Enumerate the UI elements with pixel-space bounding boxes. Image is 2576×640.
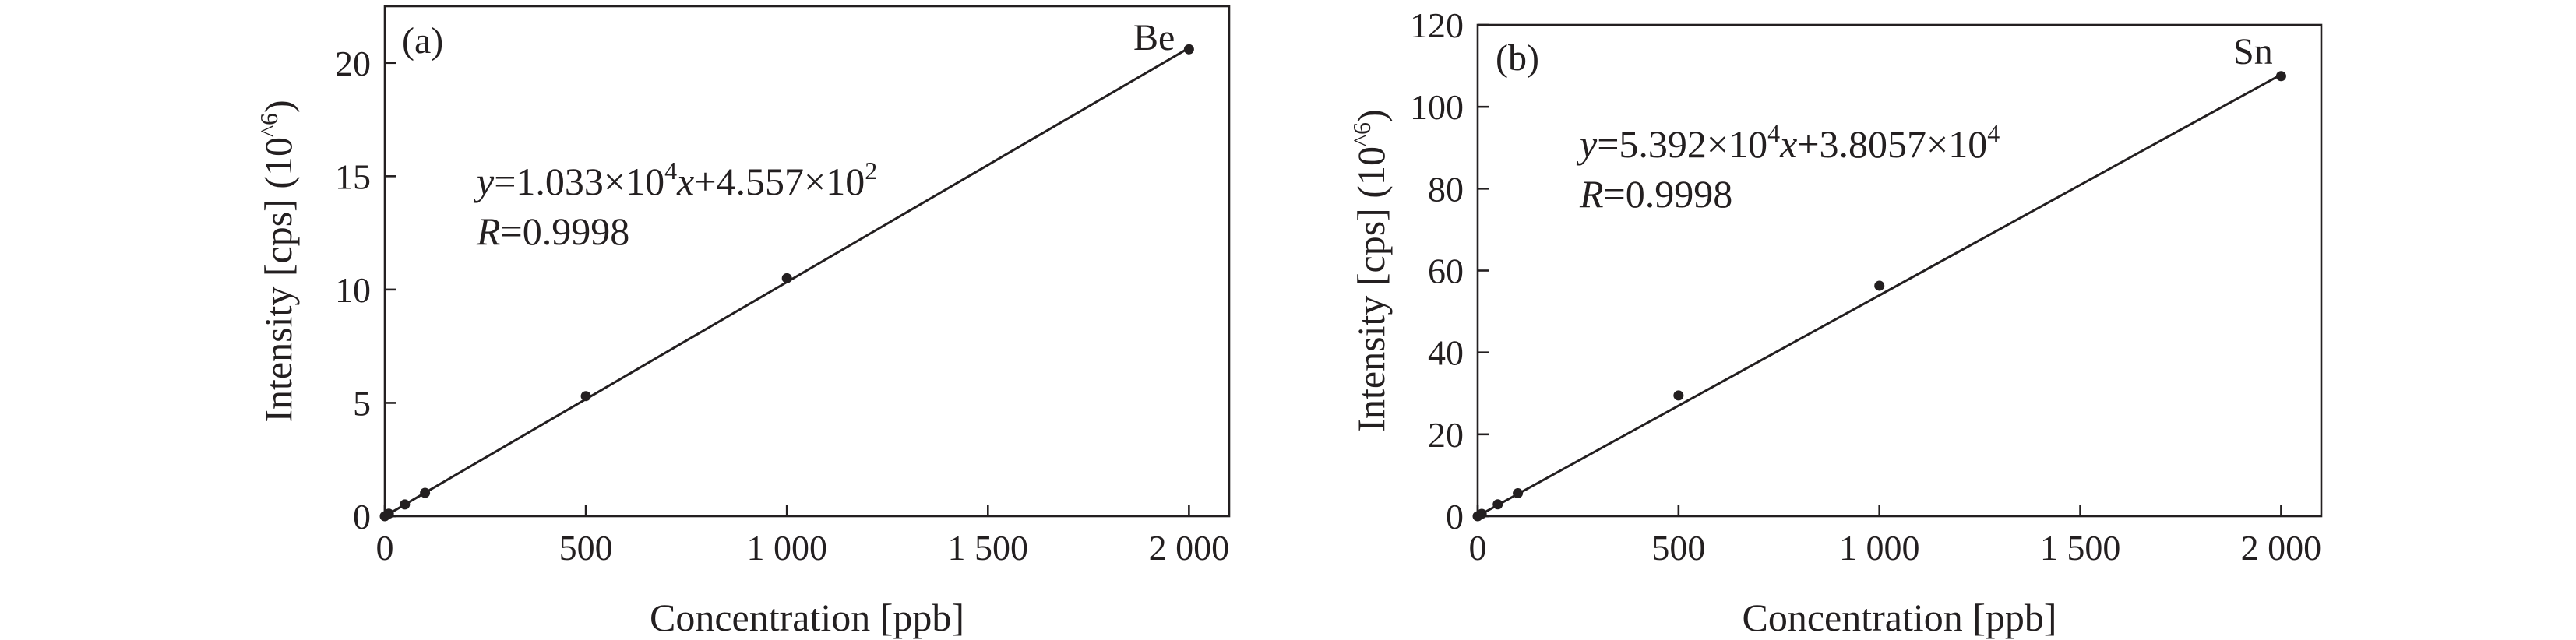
y-axis-title-exponent: ^6 [255, 113, 283, 137]
y-tick-label: 40 [1428, 333, 1464, 373]
y-axis-title-main: Intensity [cps] (10 [256, 137, 300, 423]
data-group [1472, 71, 2286, 522]
eq-x-var: x [1779, 122, 1797, 166]
eq-r-var: R [476, 209, 501, 253]
panel-label: (b) [1496, 37, 1539, 79]
correlation-coefficient: R=0.9998 [1579, 172, 1732, 216]
x-tick-label: 1 000 [1839, 528, 1920, 568]
y-axis-title-main: Intensity [cps] (10 [1349, 146, 1393, 432]
data-point [1513, 488, 1524, 499]
data-group [379, 44, 1194, 522]
y-tick-label: 20 [1428, 415, 1464, 455]
y-tick-label: 0 [1446, 497, 1464, 536]
x-tick-label: 500 [1651, 528, 1705, 568]
x-tick-label: 1 500 [948, 528, 1029, 568]
y-tick-label: 100 [1410, 87, 1464, 127]
fit-equation: y=5.392×104x+3.8057×104 [1576, 119, 2000, 166]
x-axis-title: Concentration [ppb] [650, 596, 964, 639]
eq-intercept: +3.8057×10 [1797, 122, 1987, 166]
eq-r-var: R [1579, 172, 1604, 216]
data-point [400, 499, 411, 510]
data-point [1476, 508, 1487, 519]
data-point [1183, 44, 1194, 55]
y-tick-label: 0 [353, 497, 371, 536]
x-tick-label: 1 000 [746, 528, 827, 568]
eq-intercept: +4.557×10 [694, 160, 865, 203]
eq-r-value: =0.9998 [501, 209, 630, 253]
eq-intercept-exponent: 4 [1987, 119, 2000, 147]
tick-group: 0 500 1 000 1 500 2 000 0 5 10 15 20 [335, 44, 1229, 568]
y-axis-title-exponent: ^6 [1348, 122, 1376, 146]
y-tick-label: 15 [335, 156, 371, 196]
y-tick-label: 120 [1410, 5, 1464, 45]
eq-y-var: y [473, 160, 495, 203]
fit-line [1477, 73, 2282, 518]
x-tick-label: 500 [559, 528, 613, 568]
plot-frame [383, 5, 1231, 518]
y-axis-title: Intensity [cps] (10^6) [255, 100, 300, 422]
y-axis-title-end: ) [1349, 109, 1393, 122]
eq-slope: =1.033×10 [494, 160, 664, 203]
eq-slope-exponent: 4 [664, 156, 677, 185]
x-tick-label: 1 500 [2040, 528, 2121, 568]
eq-slope-exponent: 4 [1767, 119, 1780, 147]
data-point [383, 508, 394, 519]
y-tick-label: 80 [1428, 169, 1464, 209]
data-point [781, 273, 792, 283]
panel-label: (a) [402, 20, 443, 62]
data-point [1492, 499, 1503, 510]
data-point [420, 487, 431, 498]
y-tick-label: 10 [335, 270, 371, 310]
fit-equation: y=1.033×104x+4.557×102 [473, 156, 877, 203]
data-point [2275, 71, 2286, 82]
correlation-coefficient: R=0.9998 [476, 209, 629, 253]
eq-y-var: y [1576, 122, 1598, 166]
x-tick-label: 2 000 [1149, 528, 1230, 568]
eq-r-value: =0.9998 [1604, 172, 1733, 216]
plot-frame [1476, 23, 2323, 518]
x-tick-label: 2 000 [2241, 528, 2322, 568]
y-axis-title: Intensity [cps] (10^6) [1348, 109, 1393, 431]
chart-panel-a: 0 500 1 000 1 500 2 000 0 5 10 15 20 (a) Be y=1.0… [255, 5, 1231, 639]
y-tick-label: 20 [335, 44, 371, 83]
eq-x-var: x [676, 160, 694, 203]
data-point [580, 391, 591, 402]
x-axis-title: Concentration [ppb] [1742, 596, 2056, 639]
element-label: Be [1133, 17, 1175, 58]
eq-slope: =5.392×10 [1597, 122, 1767, 166]
data-point [1874, 280, 1885, 291]
tick-group: 0 500 1 000 1 500 2 000 0 20 40 60 80 100 120 [1410, 5, 2321, 568]
y-tick-label: 5 [353, 383, 371, 423]
y-axis-title-end: ) [256, 100, 300, 113]
data-point [1673, 390, 1684, 401]
eq-intercept-exponent: 2 [865, 156, 877, 185]
y-tick-label: 60 [1428, 251, 1464, 291]
x-tick-label: 0 [1469, 528, 1487, 568]
element-label: Sn [2233, 31, 2273, 72]
chart-panel-b: 0 500 1 000 1 500 2 000 0 20 40 60 80 100 120 (b) S… [1348, 5, 2323, 639]
x-tick-label: 0 [376, 528, 394, 568]
